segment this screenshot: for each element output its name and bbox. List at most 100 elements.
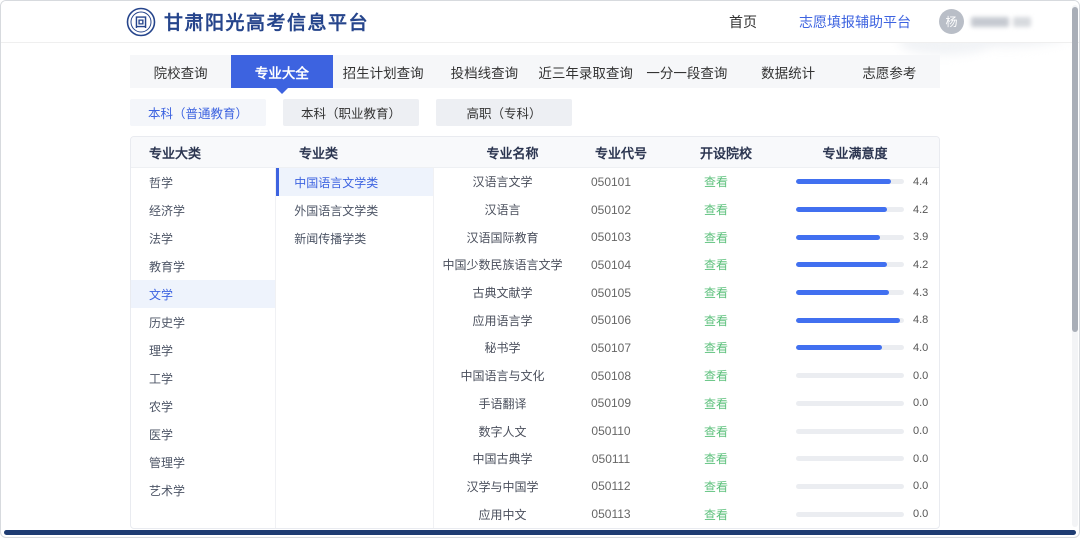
nav-tab[interactable]: 专业大全 <box>231 55 333 94</box>
major-name: 汉语言 <box>484 203 521 218</box>
table-row: 应用语言学 050106 查看 4.8 <box>434 306 939 334</box>
edu-level-tab[interactable]: 高职（专科） <box>436 99 572 126</box>
satisfaction-score: 3.9 <box>913 231 929 244</box>
user-account[interactable]: 杨 <box>939 9 1031 34</box>
major-code: 050111 <box>591 451 631 466</box>
view-colleges-link[interactable]: 查看 <box>703 341 728 356</box>
view-colleges-link[interactable]: 查看 <box>703 230 728 245</box>
view-colleges-link[interactable]: 查看 <box>703 479 728 494</box>
major-name: 中国古典学 <box>472 452 533 467</box>
satisfaction-bar <box>796 290 904 296</box>
satisfaction-score: 0.0 <box>913 425 929 438</box>
nav-tab[interactable]: 投档线查询 <box>450 65 519 81</box>
table-row: 汉语言文学 050101 查看 4.4 <box>434 168 939 196</box>
major-code: 050105 <box>590 285 632 300</box>
satisfaction-bar <box>796 207 904 213</box>
category-item[interactable]: 理学 <box>149 343 174 358</box>
major-name: 数字人文 <box>478 424 527 439</box>
major-class-item[interactable]: 新闻传播学类 <box>294 231 367 246</box>
category-item[interactable]: 文学 <box>131 280 276 308</box>
category-item[interactable]: 历史学 <box>149 315 186 330</box>
major-rows: 汉语言文学 050101 查看 4.4 汉语言 050102 查看 4.2 汉语… <box>434 168 939 528</box>
major-code: 050107 <box>590 340 632 355</box>
window-bottom-bar <box>4 530 1076 535</box>
nav-tab[interactable]: 数据统计 <box>761 65 816 81</box>
assist-platform-link[interactable]: 志愿填报辅助平台 <box>799 13 911 30</box>
table-row: 手语翻译 050109 查看 0.0 <box>434 390 939 418</box>
scrollbar-thumb[interactable] <box>1072 7 1078 332</box>
satisfaction-bar <box>796 234 904 240</box>
major-code: 050110 <box>591 424 631 439</box>
nav-tab[interactable]: 志愿参考 <box>862 65 917 81</box>
major-code: 050102 <box>590 202 632 217</box>
major-class-item[interactable]: 中国语言文学类 <box>276 168 433 196</box>
nav-tab[interactable]: 院校查询 <box>153 65 208 81</box>
col-header-colleges: 开设院校 <box>699 145 752 161</box>
view-colleges-link[interactable]: 查看 <box>703 507 728 522</box>
major-code: 050108 <box>590 368 632 383</box>
major-name: 中国少数民族语言文学 <box>442 258 563 273</box>
edu-level-tab[interactable]: 本科（普通教育） <box>130 99 266 126</box>
satisfaction-bar <box>796 456 904 462</box>
category-item[interactable]: 医学 <box>149 427 174 442</box>
satisfaction-bar <box>796 400 904 406</box>
view-colleges-link[interactable]: 查看 <box>703 313 728 328</box>
table-row: 数字人文 050110 查看 0.0 <box>434 417 939 445</box>
nav-tab[interactable]: 近三年录取查询 <box>538 65 633 81</box>
major-code: 050104 <box>590 257 632 272</box>
nav-tab[interactable]: 一分一段查询 <box>646 65 728 81</box>
view-colleges-link[interactable]: 查看 <box>703 175 728 190</box>
satisfaction-score: 4.2 <box>913 258 929 271</box>
satisfaction-bar <box>796 483 904 489</box>
satisfaction-score: 4.4 <box>913 175 929 188</box>
category-item[interactable]: 经济学 <box>149 203 186 218</box>
satisfaction-bar <box>796 317 904 323</box>
home-link[interactable]: 首页 <box>729 13 757 30</box>
username-redacted <box>971 16 1031 27</box>
view-colleges-link[interactable]: 查看 <box>703 203 728 218</box>
major-code: 050109 <box>590 396 632 411</box>
satisfaction-bar <box>796 345 904 351</box>
category-list: 哲学经济学法学教育学文学历史学理学工学农学医学管理学艺术学 <box>131 168 277 528</box>
header-right: 首页 志愿填报辅助平台 杨 <box>729 9 1079 34</box>
category-item[interactable]: 教育学 <box>149 259 186 274</box>
view-colleges-link[interactable]: 查看 <box>703 452 728 467</box>
category-item[interactable]: 农学 <box>149 399 174 414</box>
satisfaction-score: 0.0 <box>913 397 929 410</box>
category-item[interactable]: 哲学 <box>149 175 174 190</box>
category-item[interactable]: 工学 <box>149 371 174 386</box>
satisfaction-score: 0.0 <box>913 480 929 493</box>
page-title: 甘肃阳光高考信息平台 <box>164 13 370 34</box>
table-row: 汉学与中国学 050112 查看 0.0 <box>434 473 939 501</box>
col-header-name: 专业名称 <box>486 145 539 161</box>
satisfaction-score: 4.2 <box>913 203 929 216</box>
view-colleges-link[interactable]: 查看 <box>703 424 728 439</box>
major-name: 汉语国际教育 <box>466 230 539 245</box>
major-code: 050103 <box>590 230 632 245</box>
satisfaction-score: 4.3 <box>913 286 929 299</box>
table-header-row: 专业大类 专业类 专业名称 专业代号 开设院校 专业满意度 <box>131 137 939 168</box>
svg-text:回: 回 <box>135 15 147 29</box>
view-colleges-link[interactable]: 查看 <box>703 286 728 301</box>
main-content: 院校查询 专业大全 招生计划查询 投档线查询 近三年录取查询 一分一段查询 数据统计 志愿参考… <box>130 55 940 529</box>
satisfaction-score: 0.0 <box>913 369 929 382</box>
category-item[interactable]: 管理学 <box>149 455 186 470</box>
major-name: 汉语言文学 <box>472 175 533 190</box>
view-colleges-link[interactable]: 查看 <box>703 396 728 411</box>
table-row: 中国少数民族语言文学 050104 查看 4.2 <box>434 251 939 279</box>
view-colleges-link[interactable]: 查看 <box>703 369 728 384</box>
major-name: 古典文献学 <box>472 286 533 301</box>
avatar[interactable]: 杨 <box>939 9 964 34</box>
major-name: 应用中文 <box>478 507 527 522</box>
satisfaction-bar <box>796 179 904 185</box>
major-name: 中国语言与文化 <box>460 369 545 384</box>
scrollbar-track[interactable] <box>1072 5 1078 527</box>
col-header-satisfaction: 专业满意度 <box>822 145 888 161</box>
major-class-item[interactable]: 外国语言文学类 <box>294 203 379 218</box>
edu-level-tab[interactable]: 本科（职业教育） <box>283 99 419 126</box>
category-item[interactable]: 法学 <box>149 231 174 246</box>
category-item[interactable]: 艺术学 <box>149 483 186 498</box>
table-row: 秘书学 050107 查看 4.0 <box>434 334 939 362</box>
nav-tab[interactable]: 招生计划查询 <box>342 65 424 81</box>
view-colleges-link[interactable]: 查看 <box>703 258 728 273</box>
